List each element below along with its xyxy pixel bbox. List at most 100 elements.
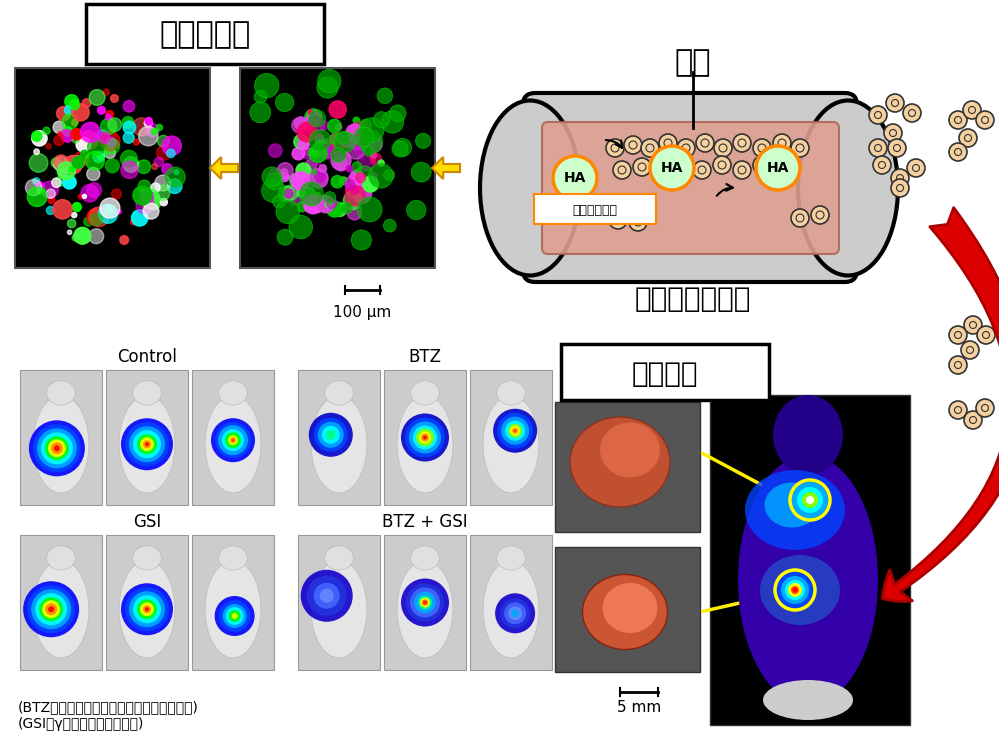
Circle shape xyxy=(713,156,731,174)
Ellipse shape xyxy=(311,561,367,658)
Circle shape xyxy=(292,148,305,160)
Ellipse shape xyxy=(219,546,248,570)
Circle shape xyxy=(964,316,982,334)
Circle shape xyxy=(105,139,120,154)
Circle shape xyxy=(342,202,353,213)
Circle shape xyxy=(34,149,39,154)
Circle shape xyxy=(99,132,110,144)
Circle shape xyxy=(215,422,251,458)
Circle shape xyxy=(280,173,289,181)
Circle shape xyxy=(292,172,310,190)
Circle shape xyxy=(57,162,75,180)
Circle shape xyxy=(84,217,93,226)
Circle shape xyxy=(121,161,138,178)
Circle shape xyxy=(377,88,393,103)
Circle shape xyxy=(498,413,533,449)
Ellipse shape xyxy=(398,561,453,658)
Circle shape xyxy=(53,121,65,133)
Circle shape xyxy=(356,173,366,183)
Bar xyxy=(298,370,380,505)
Text: Control: Control xyxy=(117,348,177,366)
Ellipse shape xyxy=(497,380,525,405)
Circle shape xyxy=(298,123,317,142)
Circle shape xyxy=(138,180,151,192)
Circle shape xyxy=(76,137,91,152)
Circle shape xyxy=(218,425,248,455)
Circle shape xyxy=(733,134,751,152)
Circle shape xyxy=(401,413,449,461)
Circle shape xyxy=(61,129,74,142)
Circle shape xyxy=(107,138,116,148)
Circle shape xyxy=(338,131,350,144)
Circle shape xyxy=(309,413,353,457)
Circle shape xyxy=(133,139,140,145)
Circle shape xyxy=(166,167,185,187)
Circle shape xyxy=(276,93,294,112)
Circle shape xyxy=(296,163,311,178)
Circle shape xyxy=(139,127,158,146)
Circle shape xyxy=(105,114,112,121)
Circle shape xyxy=(87,167,100,181)
Circle shape xyxy=(315,172,325,181)
Circle shape xyxy=(101,151,108,157)
Circle shape xyxy=(358,141,364,147)
Circle shape xyxy=(416,133,431,148)
Text: 100 μm: 100 μm xyxy=(333,305,392,320)
Circle shape xyxy=(228,435,238,445)
Circle shape xyxy=(331,133,342,145)
Circle shape xyxy=(54,446,60,452)
Circle shape xyxy=(302,148,313,159)
Circle shape xyxy=(162,163,173,175)
Circle shape xyxy=(72,234,79,241)
Circle shape xyxy=(641,139,659,157)
Circle shape xyxy=(137,434,157,454)
Circle shape xyxy=(100,131,120,151)
Circle shape xyxy=(295,117,308,130)
Circle shape xyxy=(384,219,397,232)
Circle shape xyxy=(335,157,348,171)
Circle shape xyxy=(106,159,119,173)
Ellipse shape xyxy=(763,680,853,720)
Circle shape xyxy=(410,587,440,617)
Circle shape xyxy=(74,227,91,244)
Circle shape xyxy=(781,576,809,604)
Circle shape xyxy=(144,119,153,127)
Circle shape xyxy=(82,99,91,108)
Circle shape xyxy=(422,599,428,605)
Circle shape xyxy=(791,209,809,227)
Circle shape xyxy=(37,428,77,468)
Circle shape xyxy=(59,169,67,177)
Ellipse shape xyxy=(119,561,175,658)
Circle shape xyxy=(315,134,324,143)
Circle shape xyxy=(374,112,390,128)
Circle shape xyxy=(273,195,286,208)
Circle shape xyxy=(753,139,771,157)
Circle shape xyxy=(304,195,323,213)
Ellipse shape xyxy=(773,395,843,475)
Circle shape xyxy=(873,156,891,174)
Circle shape xyxy=(63,127,73,136)
Circle shape xyxy=(413,425,437,449)
Circle shape xyxy=(35,593,67,625)
Bar xyxy=(20,535,102,670)
Circle shape xyxy=(31,589,71,629)
Circle shape xyxy=(777,572,813,608)
Circle shape xyxy=(54,155,68,169)
Circle shape xyxy=(54,157,68,172)
Circle shape xyxy=(284,189,293,198)
Circle shape xyxy=(225,432,241,448)
Circle shape xyxy=(298,202,307,212)
Ellipse shape xyxy=(311,395,367,493)
Circle shape xyxy=(287,186,306,205)
Circle shape xyxy=(659,134,677,152)
Circle shape xyxy=(314,418,348,452)
Circle shape xyxy=(307,116,325,135)
Circle shape xyxy=(318,422,344,448)
Circle shape xyxy=(320,589,334,603)
Circle shape xyxy=(137,599,157,619)
Circle shape xyxy=(72,119,78,126)
Circle shape xyxy=(46,144,51,149)
Circle shape xyxy=(949,356,967,374)
Ellipse shape xyxy=(738,455,878,705)
Circle shape xyxy=(70,166,75,172)
